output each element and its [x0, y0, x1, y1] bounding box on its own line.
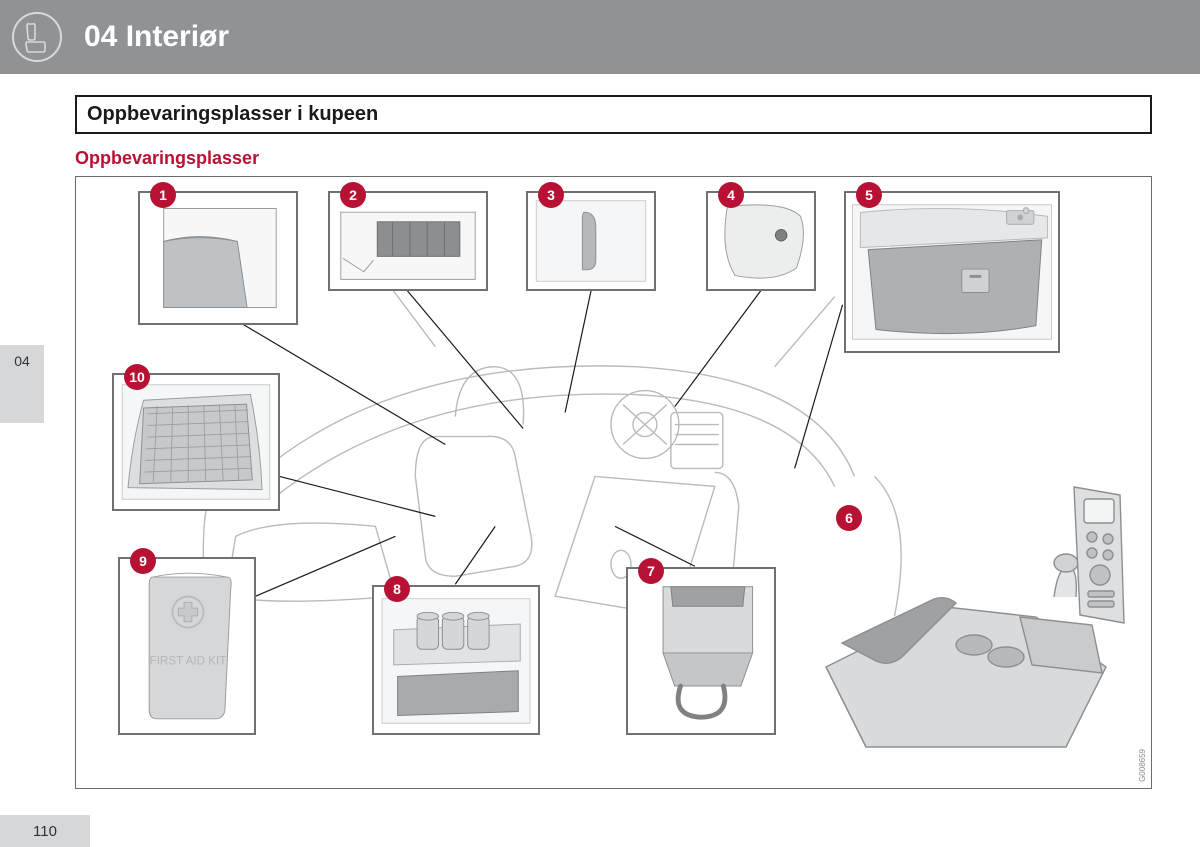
chapter-title: 04 Interiør [84, 20, 229, 54]
callout-6: 6 [806, 447, 1136, 757]
callout-badge: 2 [340, 182, 366, 208]
figure-code: G008659 [1138, 749, 1147, 782]
callout-badge: 7 [638, 558, 664, 584]
callout-badge: 9 [130, 548, 156, 574]
callout-badge: 5 [856, 182, 882, 208]
callout-10: 10 [112, 373, 280, 511]
callout-9: 9 FIRST AID KIT [118, 557, 256, 735]
callout-badge: 3 [538, 182, 564, 208]
chapter-side-tab: 04 [0, 345, 44, 423]
callout-badge: 1 [150, 182, 176, 208]
first-aid-label: FIRST AID KIT [150, 654, 227, 667]
callout-badge: 8 [384, 576, 410, 602]
callout-2: 2 [328, 191, 488, 291]
storage-diagram: 1 2 3 4 [75, 176, 1152, 789]
callout-badge: 4 [718, 182, 744, 208]
callout-8: 8 [372, 585, 540, 735]
section-heading: Oppbevaringsplasser [75, 148, 259, 169]
callout-3: 3 [526, 191, 656, 291]
chapter-header: 04 Interiør [0, 0, 1200, 74]
callout-1: 1 [138, 191, 298, 325]
seat-icon [12, 12, 62, 62]
callout-5: 5 [844, 191, 1060, 353]
callout-7: 7 [626, 567, 776, 735]
callout-badge: 6 [836, 505, 862, 531]
page-number: 110 [0, 815, 90, 847]
page-subtitle: Oppbevaringsplasser i kupeen [75, 95, 1152, 134]
callout-4: 4 [706, 191, 816, 291]
callout-badge: 10 [124, 364, 150, 390]
